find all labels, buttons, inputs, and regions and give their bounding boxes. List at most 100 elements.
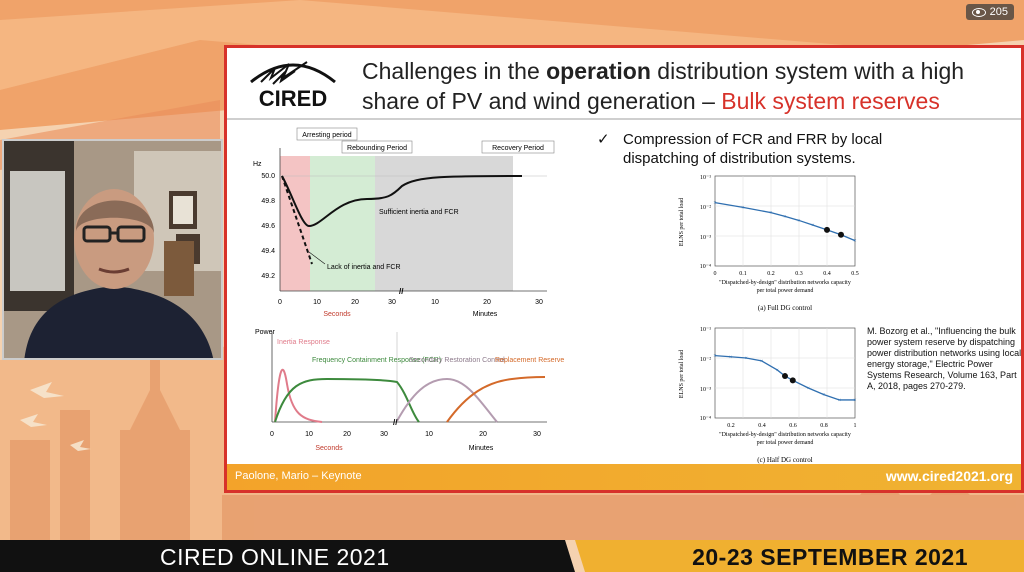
frequency-response-chart: Arresting period Rebounding Period Recov… [253,127,555,318]
svg-text:10⁻⁴: 10⁻⁴ [700,416,711,422]
svg-text:10⁻⁴: 10⁻⁴ [700,264,711,270]
data-point: × [729,355,732,361]
data-point: × [744,356,747,362]
data-point: × [769,211,772,217]
slide-title: Challenges in the operation distribution… [362,58,965,114]
svg-text:0.2: 0.2 [767,271,775,277]
data-point: × [838,398,841,404]
svg-text:0.3: 0.3 [795,271,803,277]
svg-text:20: 20 [351,299,359,306]
secondary-control-curve [396,377,498,423]
annotation-lack: Lack of inertia and FCR [327,264,401,271]
svg-text:10⁻³: 10⁻³ [700,235,711,241]
ytick: 50.0 [261,173,275,180]
presenter-image [4,141,221,358]
highlight-point [782,373,788,380]
period-rebounding: Rebounding Period [347,145,407,152]
period-recovery: Recovery Period [492,145,544,152]
data-point: × [807,386,810,392]
citation-text: M. Bozorg et al., "Influencing the bulk … [867,326,1022,391]
period-arresting: Arresting period [302,132,352,139]
svg-text:0.8: 0.8 [820,423,828,429]
svg-text:per total power demand: per total power demand [757,440,814,446]
ytick: 49.4 [261,248,275,255]
data-point: × [776,368,779,374]
lack-inertia-curve [281,175,313,265]
annotation-sufficient: Sufficient inertia and FCR [379,209,459,216]
svg-text:10⁻³: 10⁻³ [700,387,711,393]
svg-text:Minutes: Minutes [469,445,494,452]
svg-text:10: 10 [305,431,313,438]
svg-text:0.2: 0.2 [727,423,735,429]
event-name: CIRED ONLINE 2021 [160,544,390,570]
view-count: 205 [989,6,1008,18]
checkmark-icon: ✓ [597,131,610,148]
view-counter: 205 [965,4,1014,20]
svg-text:10: 10 [431,299,439,306]
cired-logo: CIRED [250,61,336,111]
replacement-reserve-curve [446,376,546,423]
svg-text:20: 20 [343,431,351,438]
svg-text:0: 0 [270,431,274,438]
highlight-point [838,231,844,238]
elns-chart-half-dg: ELNS per total load 10⁻¹ 10⁻² 10⁻³ 10⁻⁴ … [679,327,857,464]
presenter-video [2,139,223,360]
sufficient-inertia-curve [281,175,523,228]
data-point: × [741,205,744,211]
data-point: × [783,214,786,220]
highlight-point [789,377,796,384]
svg-text:0.4: 0.4 [823,271,831,277]
inertia-response-curve [274,368,323,423]
svg-text:0: 0 [714,271,717,277]
y-axis-label: ELNS per total load [679,350,685,398]
svg-text:0.4: 0.4 [758,423,766,429]
label-secondary: Secondary Restoration Control [409,357,505,364]
elns-line [714,201,856,242]
data-point: × [853,239,856,245]
data-point: × [822,393,825,399]
svg-text://: // [393,418,398,427]
title-divider [227,118,1021,120]
svg-text:30: 30 [535,299,543,306]
data-point: × [760,359,763,365]
data-point: × [713,201,716,207]
svg-text:20: 20 [483,299,491,306]
event-dates: 20-23 SEPTEMBER 2021 [692,544,968,570]
presentation-slide: CIRED Challenges in the operation distri… [224,45,1024,493]
svg-text:10⁻²: 10⁻² [700,357,711,363]
freq-ylabel: Hz [253,161,262,168]
highlight-point [824,226,830,233]
svg-text:30: 30 [380,431,388,438]
svg-text:0: 0 [278,299,282,306]
bullet-text: Compression of FCR and FRR by local disp… [623,131,883,167]
svg-text:10: 10 [313,299,321,306]
fcr-curve [274,377,420,423]
birds-illustration [20,382,91,451]
data-point: × [853,398,856,404]
caption-c: (c) Half DG control [757,456,812,464]
label-replacement: Replacement Reserve [495,357,564,364]
data-point: × [811,223,814,229]
data-point: × [797,218,800,224]
ytick: 49.6 [261,223,275,230]
y-axis-label: ELNS per total load [679,198,685,246]
ytick: 49.2 [261,273,275,280]
svg-text:0.1: 0.1 [739,271,747,277]
svg-text:30: 30 [533,431,541,438]
logo-text: CIRED [259,86,327,111]
xunit-seconds: Seconds [323,311,351,318]
svg-text:per total power demand: per total power demand [757,288,814,294]
svg-text:30: 30 [388,299,396,306]
bullet-point: ✓ Compression of FCR and FRR by local di… [597,130,937,168]
svg-text:0.6: 0.6 [789,423,797,429]
eye-icon [971,7,986,17]
svg-text:0.5: 0.5 [851,271,859,277]
svg-text:1: 1 [854,423,857,429]
power-ylabel: Power [255,329,276,336]
svg-text://: // [399,287,404,296]
svg-text:10⁻¹: 10⁻¹ [700,327,711,333]
svg-text:10⁻¹: 10⁻¹ [700,175,711,181]
xunit-minutes: Minutes [473,311,498,318]
website-url: www.cired2021.org [885,468,1013,484]
reserve-power-chart: Power Inertia Response Frequency Contain… [255,329,564,452]
